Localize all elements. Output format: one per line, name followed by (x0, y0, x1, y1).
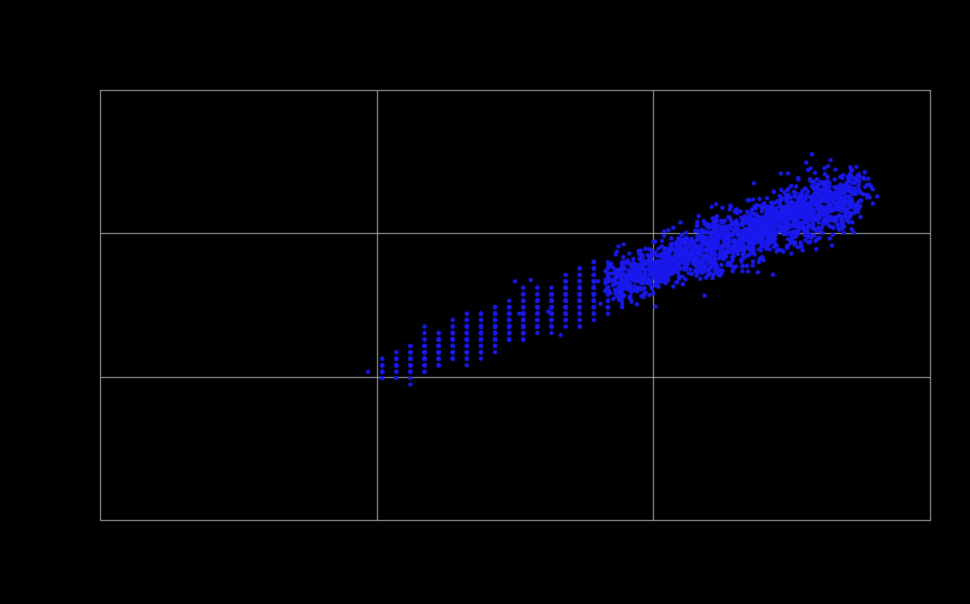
scatter-chart (0, 0, 970, 604)
